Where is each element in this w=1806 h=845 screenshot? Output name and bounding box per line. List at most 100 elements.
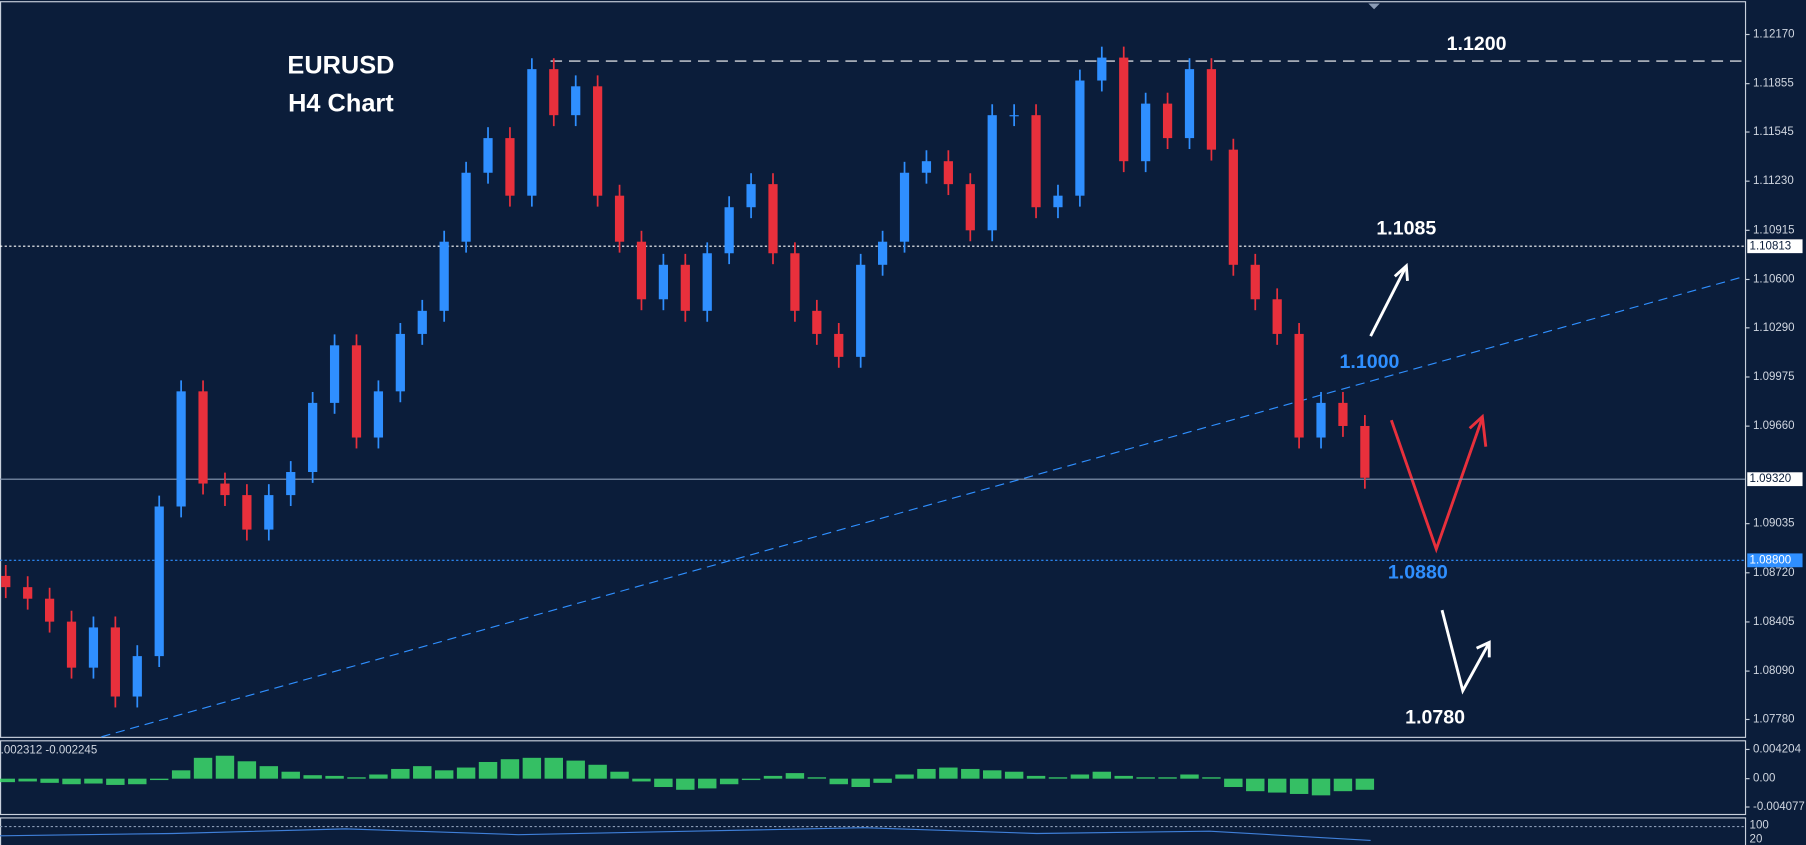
candle-body <box>505 138 515 196</box>
candle-body <box>1119 57 1129 162</box>
candle-body <box>88 627 99 668</box>
macd-bar <box>1289 778 1309 794</box>
macd-bar <box>259 766 279 779</box>
macd-bar <box>698 778 717 789</box>
candle-body <box>1360 425 1370 478</box>
candle-body <box>1053 195 1063 208</box>
candle-body <box>1272 299 1282 334</box>
macd-bar <box>1158 777 1177 779</box>
lower-label: 100 <box>1750 819 1769 831</box>
candle-body <box>154 506 164 657</box>
macd-bar <box>281 771 300 779</box>
candle-body <box>1250 264 1260 300</box>
macd-bar <box>895 774 914 779</box>
shift-marker <box>1368 3 1380 10</box>
candle-body <box>1338 402 1348 426</box>
macd-bar <box>719 778 739 785</box>
arrow-down-up <box>1440 609 1490 695</box>
macd-pane <box>0 740 1747 816</box>
candle-body <box>242 495 252 530</box>
macd-bar <box>215 755 235 779</box>
candle-body <box>1009 115 1019 117</box>
macd-tick-label: 0.00 <box>1753 773 1775 785</box>
macd-bar <box>391 768 410 779</box>
annotation: 1.0880 <box>1388 561 1448 583</box>
annotation: 1.1200 <box>1447 33 1507 55</box>
macd-bar <box>939 767 958 779</box>
candle-body <box>724 207 734 254</box>
y-tick-label: 1.09975 <box>1753 371 1795 383</box>
y-tick-label: 1.11855 <box>1753 78 1794 90</box>
candle-body <box>23 587 33 599</box>
candle-body <box>768 184 778 254</box>
candle-body <box>286 472 296 496</box>
y-tick-label: 1.08720 <box>1753 567 1795 579</box>
macd-bar <box>1246 778 1265 792</box>
macd-bar <box>763 775 783 779</box>
macd-bar <box>1004 771 1024 779</box>
candle-body <box>965 184 975 231</box>
candle-body <box>680 264 690 311</box>
y-tick-label: 1.11230 <box>1753 175 1794 187</box>
macd-bar <box>741 778 761 781</box>
candle-body <box>1141 103 1151 162</box>
arrow-head <box>1475 640 1491 658</box>
price-box-label: 1.09320 <box>1750 473 1792 485</box>
macd-bar <box>917 768 936 779</box>
macd-bar <box>1114 775 1133 779</box>
price-box-label: 1.08800 <box>1750 554 1792 566</box>
candle-body <box>132 656 142 697</box>
candle-body <box>1097 57 1107 81</box>
candle-body <box>110 627 120 697</box>
y-tick-label: 1.11545 <box>1753 126 1794 138</box>
macd-bar <box>106 778 125 785</box>
macd-tick-label: 0.004204 <box>1753 743 1802 755</box>
y-tick-label: 1.10915 <box>1753 224 1795 236</box>
lower-label: 20 <box>1750 833 1763 845</box>
main-pane <box>0 1 1747 738</box>
y-tick-label: 1.10600 <box>1753 274 1795 286</box>
candle-body <box>614 195 625 242</box>
candle-body <box>329 345 340 403</box>
macd-bar <box>237 761 257 779</box>
macd-bar <box>369 774 388 779</box>
macd-bar <box>325 775 344 779</box>
candle-body <box>943 161 953 185</box>
candle-body <box>44 598 55 622</box>
y-tick-label: 1.08405 <box>1753 616 1795 628</box>
candle-body <box>658 264 668 300</box>
macd-bar <box>347 777 366 779</box>
macd-bar <box>1070 774 1090 779</box>
macd-bar <box>654 778 673 788</box>
macd-bar <box>829 778 848 785</box>
macd-bar <box>18 778 37 782</box>
chart-title: EURUSD <box>287 51 394 79</box>
macd-bar <box>456 767 476 779</box>
macd-bar <box>413 766 432 779</box>
candle-body <box>790 253 800 311</box>
candle-body <box>636 241 647 300</box>
macd-bar <box>676 778 695 790</box>
candle-body <box>220 483 230 496</box>
candle-body <box>66 621 77 668</box>
macd-bar <box>303 775 322 779</box>
chart-subtitle: H4 Chart <box>288 89 394 117</box>
macd-bar <box>610 771 629 779</box>
annotation: 1.1000 <box>1340 351 1400 373</box>
candle-body <box>417 310 427 334</box>
macd-bar <box>149 778 169 781</box>
candle-body <box>439 241 449 311</box>
macd-bar <box>1202 777 1221 779</box>
candle-body <box>899 172 910 242</box>
macd-bar <box>1224 778 1243 788</box>
candle-body <box>264 495 274 530</box>
macd-tick-label: -0.004077 <box>1753 801 1805 813</box>
candle-body <box>1184 69 1195 139</box>
macd-bar <box>632 778 651 782</box>
candle-body <box>461 172 471 242</box>
candle-body <box>987 115 997 231</box>
macd-bar <box>434 770 454 779</box>
price-box <box>1747 553 1803 568</box>
arrow-head <box>1393 262 1409 282</box>
